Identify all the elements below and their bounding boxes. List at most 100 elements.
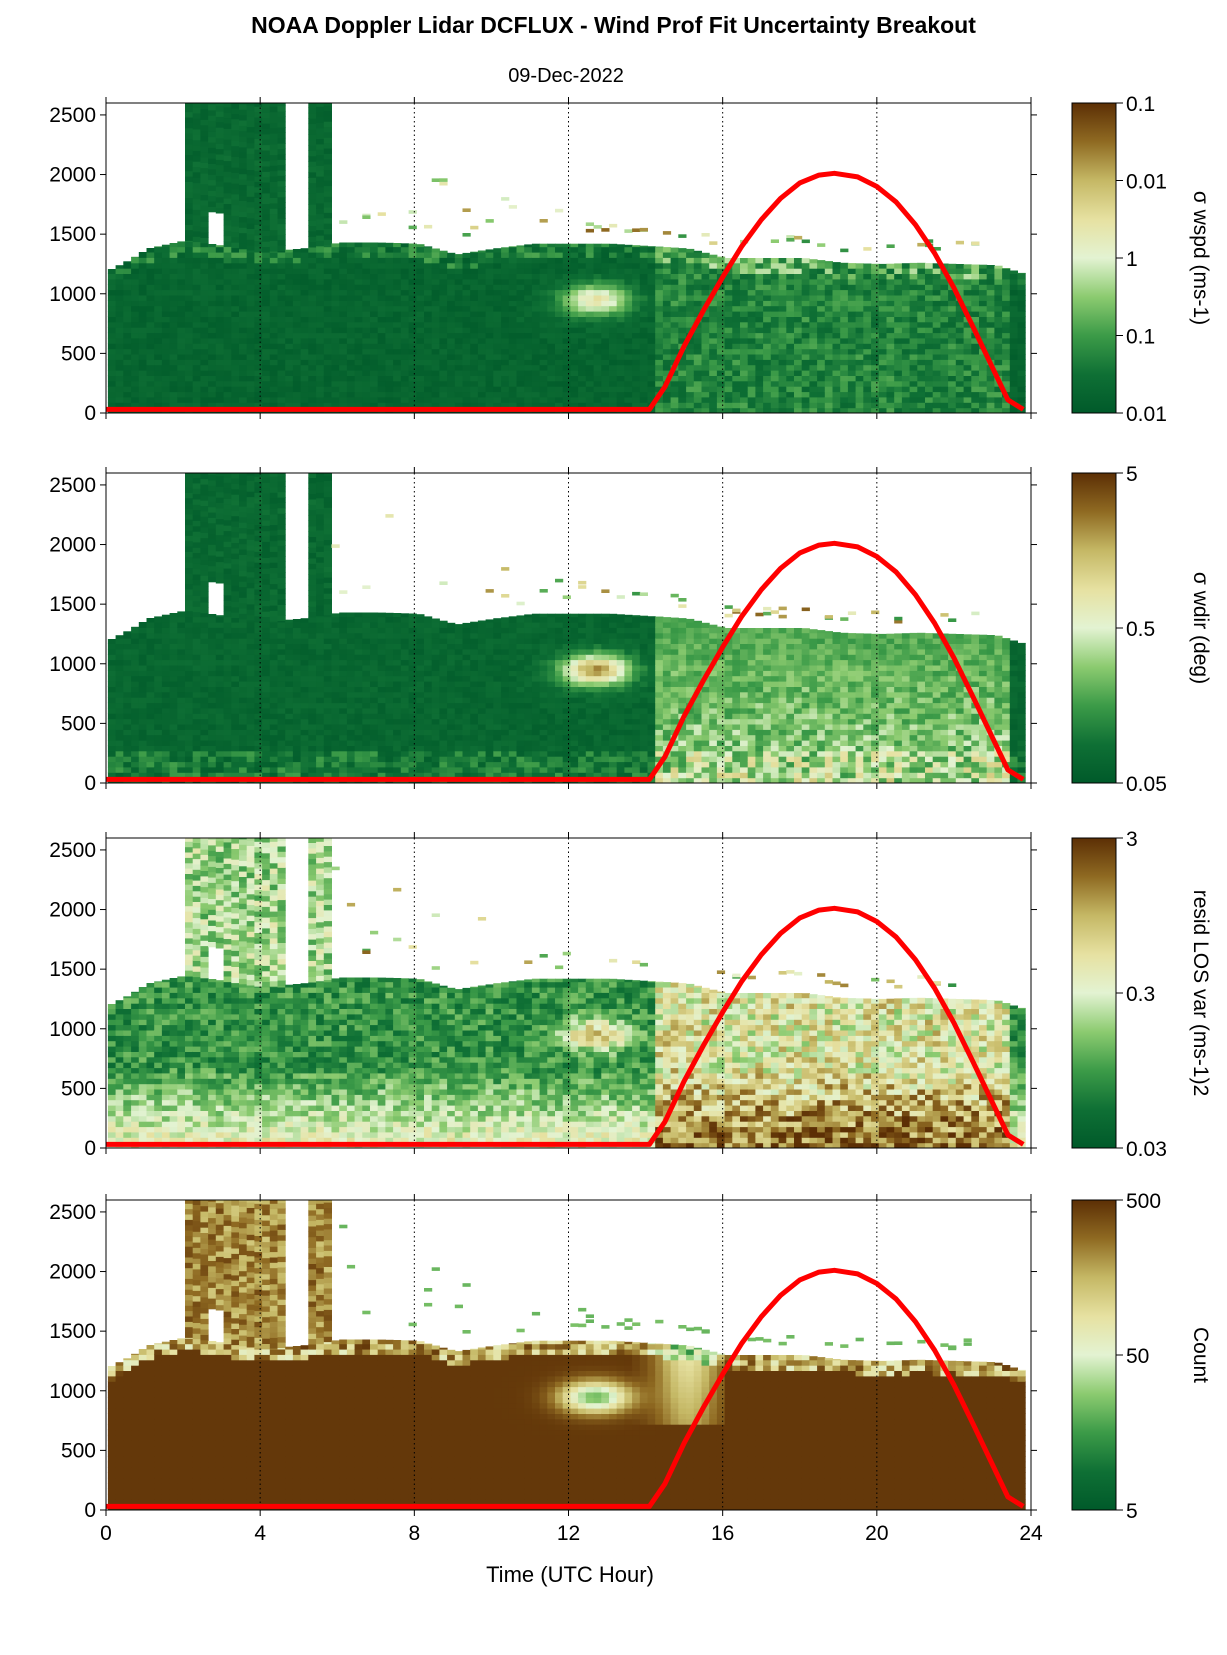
heatmap-cell [971,386,980,393]
heatmap-cell [524,375,533,382]
heatmap-cell [778,295,787,301]
heatmap-cell [786,278,795,285]
heatmap-cell [948,311,957,317]
heatmap-cell [801,332,810,339]
heatmap-cell [824,359,833,366]
heatmap-cell [138,729,147,736]
heatmap-cell [763,380,772,387]
heatmap-cell [200,257,209,264]
heatmap-cell [886,343,895,350]
heatmap-cell [154,284,163,291]
heatmap-cell [539,375,548,382]
heatmap-cell [192,745,201,752]
heatmap-cell [215,137,224,144]
heatmap-cell [732,386,741,393]
heatmap-cell [786,273,795,280]
heatmap-cell [192,332,201,339]
heatmap-cell [416,380,425,387]
heatmap-cell [285,300,294,307]
heatmap-cell [185,375,194,382]
heatmap-cell [909,289,918,296]
heatmap-cell [254,364,263,371]
heatmap-cell [832,321,841,328]
heatmap-cell [531,246,541,253]
heatmap-cell [531,284,541,291]
heatmap-cell [308,380,317,387]
date-label: 09-Dec-2022 [508,65,624,87]
heatmap-cell [686,252,695,258]
heatmap-cell [262,343,271,350]
heatmap-cell [516,252,525,258]
heatmap-cell [747,348,756,355]
heatmap-cell [709,300,718,307]
heatmap-cell [1017,305,1026,312]
heatmap-cell [208,506,217,513]
heatmap-cell [547,268,556,274]
heatmap-cell [192,295,201,301]
heatmap-cell [424,332,433,339]
heatmap-cell [585,273,594,280]
heatmap-cell [200,750,209,757]
heatmap-cell [855,332,864,339]
heatmap-cell [416,348,425,355]
heatmap-cell [231,526,240,533]
heatmap-cell [585,257,594,264]
heatmap-cell [385,311,394,317]
heatmap-cell [215,756,224,763]
heatmap-cell [979,305,988,312]
heatmap-cell [277,212,286,219]
heatmap-cell [593,337,602,344]
heatmap-cell [655,311,664,317]
heatmap-cell [732,295,741,301]
heatmap-cell [878,289,887,296]
heatmap-cell [447,295,456,301]
heatmap-cell [208,104,217,111]
heatmap-cell [562,348,571,355]
heatmap-cell [539,337,548,344]
heatmap-cell [901,289,911,296]
heatmap-cell [863,396,872,403]
heatmap-cell [262,182,271,188]
heatmap-cell [639,354,648,360]
heatmap-cell [501,268,510,274]
heatmap-cell [215,772,224,779]
heatmap-cell [123,702,132,709]
heatmap-cell [246,115,255,122]
y-tick-label: 500 [61,342,96,365]
heatmap-cell [154,332,163,339]
heatmap-cell [169,284,178,291]
heatmap-cell [786,396,795,403]
heatmap-cell [262,284,271,291]
heatmap-cell [840,391,849,398]
heatmap-cell [370,273,379,280]
heatmap-cell [300,316,309,323]
heatmap-cell [763,311,772,317]
heatmap-cell [154,686,163,693]
heatmap-cell [115,635,124,639]
heatmap-cell [470,252,479,258]
heatmap-cell [763,327,772,334]
heatmap-cell [547,262,556,269]
heatmap-cell [138,713,147,720]
heatmap-cell [462,252,471,258]
heatmap-cell [192,375,201,382]
heatmap-cell [763,300,772,307]
heatmap-cell [670,380,679,387]
heatmap-cell [585,364,594,371]
heatmap-cell [192,611,201,618]
heatmap-cell [192,300,201,307]
heatmap-cell [323,223,332,229]
heatmap-cell [670,321,679,328]
heatmap-cell [254,702,263,709]
heatmap-cell [370,343,379,350]
heatmap-cell [431,278,440,285]
heatmap-cell [239,295,248,301]
heatmap-cell [979,370,988,376]
heatmap-cell [185,589,194,595]
heatmap-cell [208,131,217,138]
heatmap-cell [709,332,718,339]
heatmap-cell [470,311,479,317]
heatmap-cell [470,391,479,398]
heatmap-cell [516,268,525,274]
heatmap-cell [277,153,286,160]
